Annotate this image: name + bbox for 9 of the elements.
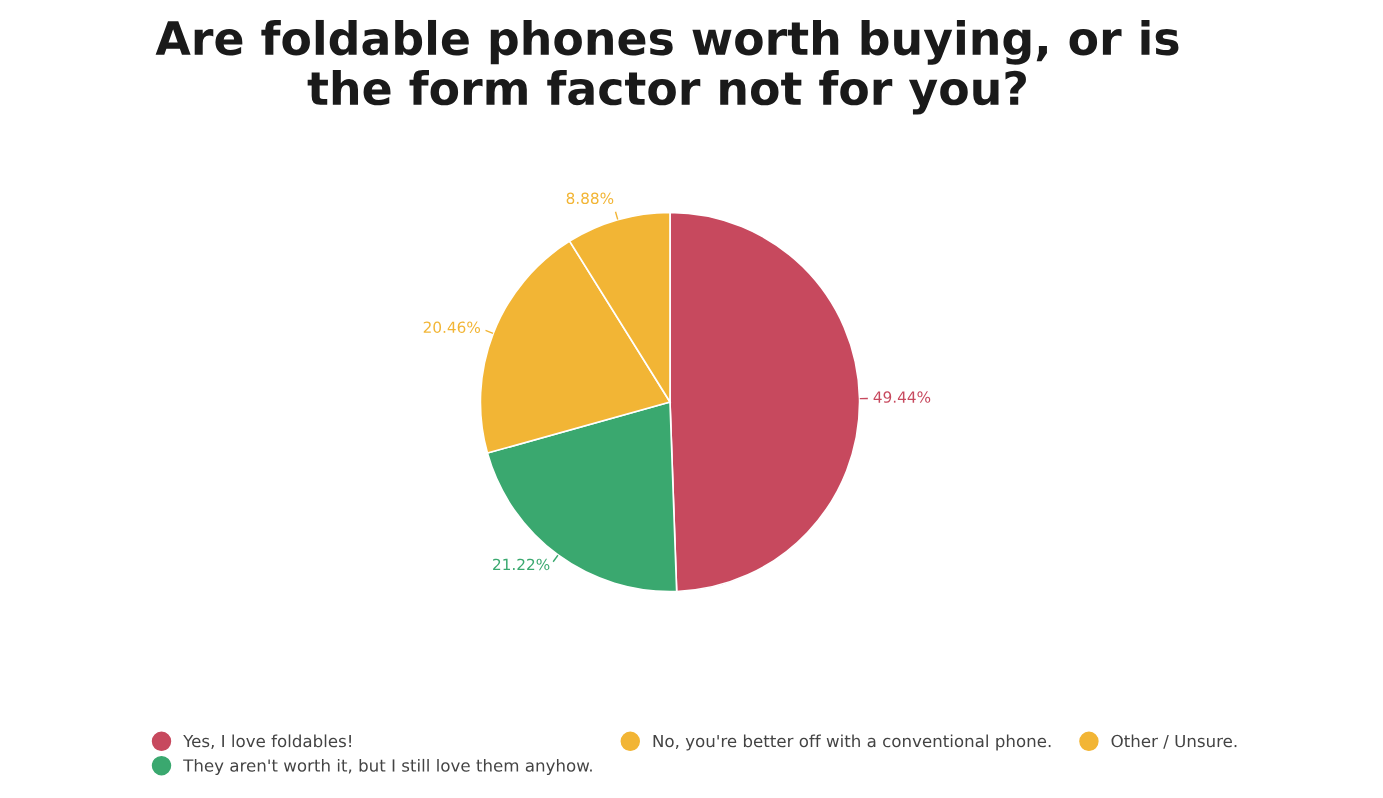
legend-label: No, you're better off with a conventional phone. xyxy=(653,734,1051,751)
data-label: 20.46% xyxy=(423,321,481,334)
legend-label: They aren't worth it, but I still love them anyhow. xyxy=(183,758,592,776)
legend-label: Yes, I love foldables! xyxy=(183,734,351,750)
legend-label: Other / Unsure. xyxy=(1111,734,1237,749)
data-label: 21.22% xyxy=(493,558,550,571)
data-label: 49.44% xyxy=(873,391,931,403)
chart-title: Are foldable phones worth buying, or is the form factor not for you? xyxy=(155,19,1179,115)
data-label: 8.88% xyxy=(566,192,614,205)
